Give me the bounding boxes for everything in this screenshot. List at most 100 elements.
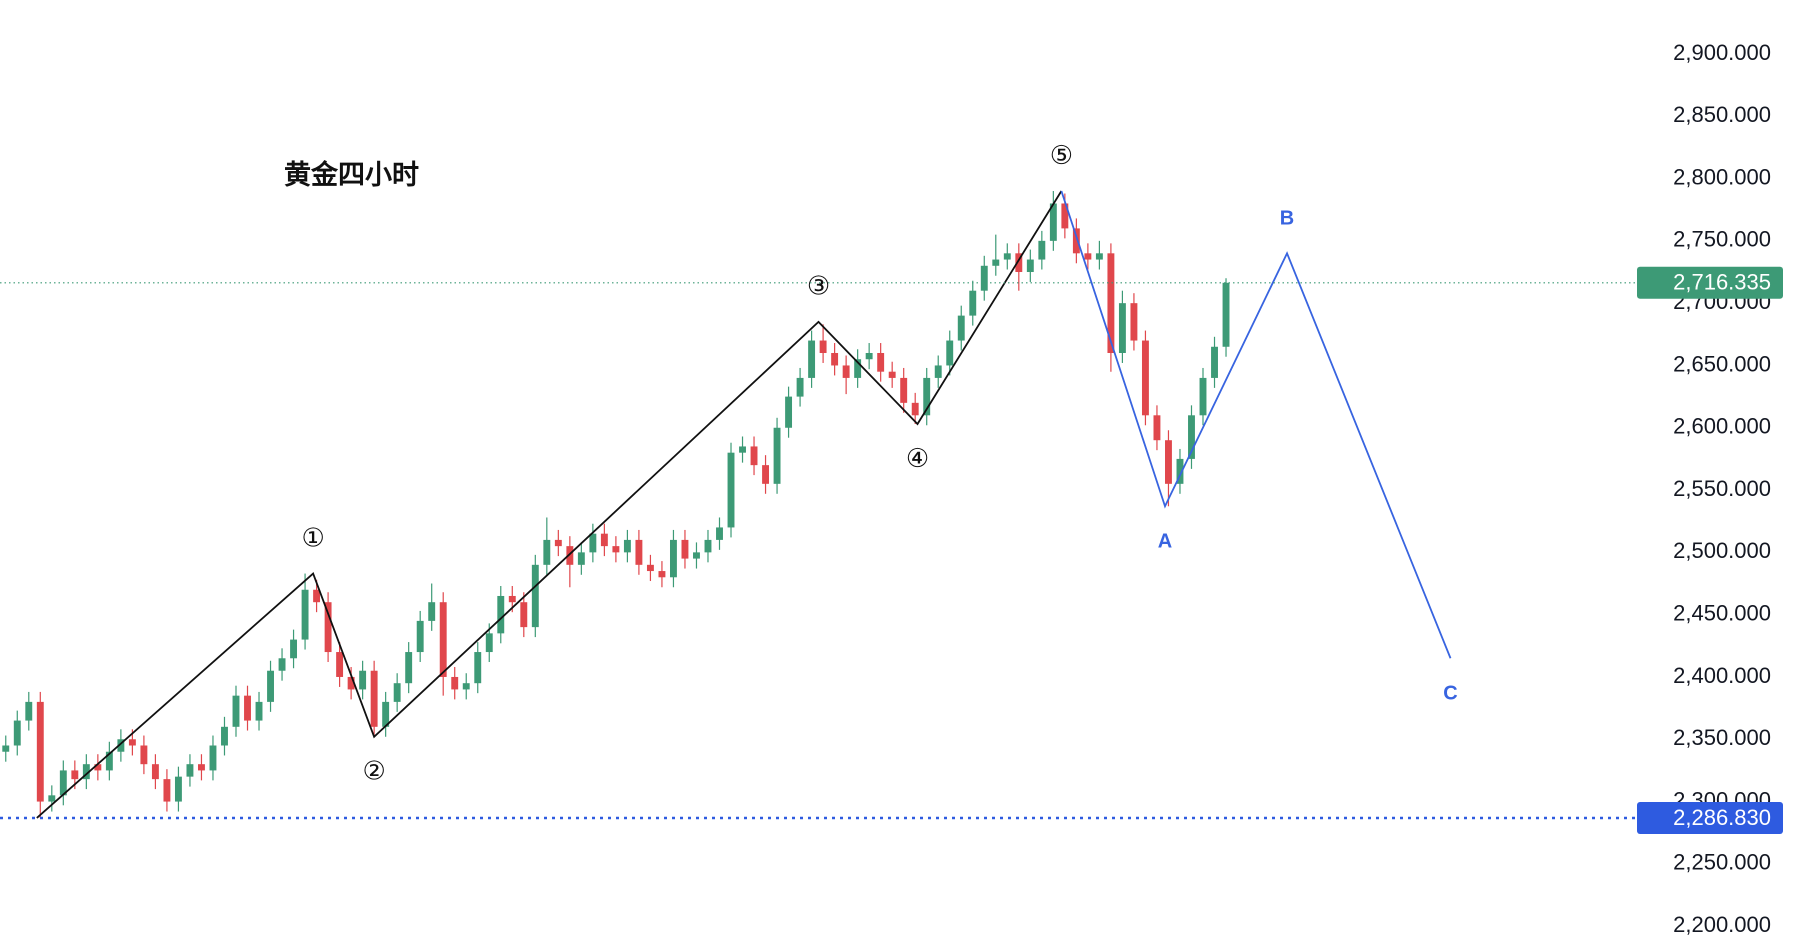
candle-body [566, 546, 574, 565]
y-tick-label: 2,800.000 [1673, 164, 1771, 189]
chart-title: 黄金四小时 [284, 159, 419, 190]
candle-body [347, 676, 355, 690]
candle-body [198, 764, 205, 771]
candle-body [969, 290, 977, 316]
candle-body [635, 539, 643, 565]
candle-body [1107, 253, 1115, 353]
candle-body [1049, 203, 1057, 241]
candle-body [278, 658, 286, 671]
candle-body [623, 539, 631, 553]
candle-body [1153, 415, 1161, 441]
wave-line [1060, 190, 1452, 659]
candle-body [819, 340, 827, 353]
candle-body [762, 465, 769, 484]
candle-body [1188, 415, 1195, 459]
candle-body [186, 764, 194, 777]
candle-body [290, 639, 298, 659]
candle-body [25, 701, 33, 721]
candle-body [209, 745, 217, 771]
candle-body [1061, 203, 1069, 229]
candle-body [439, 602, 447, 677]
candle-body [428, 602, 436, 621]
wave-label: ② [362, 756, 385, 786]
y-tick-label: 2,250.000 [1673, 850, 1771, 875]
candle-body [1095, 253, 1103, 260]
y-tick-label: 2,350.000 [1673, 725, 1771, 750]
candle-body [1199, 377, 1207, 416]
candle-body [934, 365, 942, 378]
candle-body [405, 652, 413, 684]
candle-body [577, 552, 585, 565]
candle-body [589, 533, 597, 553]
wave-label: B [1280, 208, 1294, 230]
candle-body [1084, 253, 1092, 260]
price-badge-label: 2,716.335 [1673, 270, 1771, 295]
candle-body [255, 701, 263, 721]
candle-body [1072, 228, 1080, 254]
candle-body [1211, 346, 1218, 378]
candle-body [693, 552, 700, 559]
y-tick-label: 2,600.000 [1673, 414, 1771, 439]
wave-label: ⑤ [1050, 140, 1073, 170]
candle-body [324, 602, 332, 653]
candle-body [301, 589, 309, 640]
candle-body [1003, 253, 1011, 260]
y-tick-label: 2,650.000 [1673, 351, 1771, 376]
candle-body [359, 670, 367, 690]
candle-body [221, 726, 228, 746]
candle-body [244, 695, 251, 721]
candle-body [462, 683, 470, 690]
price-badge [1637, 801, 1783, 834]
candle-body [336, 652, 344, 677]
price-badge [1637, 266, 1783, 299]
candle-body [117, 739, 125, 752]
y-tick-label: 2,900.000 [1673, 40, 1771, 65]
candle-body [370, 670, 378, 727]
candle-body [658, 571, 666, 578]
wave-line [36, 190, 1063, 819]
candle-body [1222, 282, 1230, 347]
candle-body [1026, 259, 1034, 273]
candle-body [773, 427, 781, 484]
candle-body [785, 396, 793, 428]
candle-body [151, 764, 159, 780]
candle-body [911, 402, 919, 416]
wave-label: ① [301, 522, 324, 552]
candle-body [669, 539, 677, 578]
y-tick-label: 2,400.000 [1673, 663, 1771, 688]
price-badge-label: 2,286.830 [1673, 805, 1771, 830]
candle-body [59, 770, 67, 796]
candle-body [681, 539, 689, 559]
candle-body [2, 745, 10, 752]
candle-body [1130, 303, 1138, 341]
candle-body [232, 695, 240, 727]
candle-body [140, 745, 148, 765]
candle-body [313, 589, 321, 603]
candle-body [485, 633, 493, 653]
candle-body [451, 676, 459, 690]
candle-body [854, 359, 862, 378]
wave-label: ③ [807, 271, 830, 301]
candle-body [94, 764, 102, 771]
candle-body [808, 340, 816, 378]
candle-body [831, 352, 839, 366]
candle-body [1015, 253, 1023, 273]
candle-body [163, 779, 171, 802]
y-tick-label: 2,550.000 [1673, 476, 1771, 501]
candle-body [267, 670, 274, 702]
candle-body [888, 371, 896, 378]
candle-body [71, 770, 79, 780]
candle-body [796, 377, 804, 397]
candle-body [543, 539, 551, 565]
candle-body [704, 539, 712, 553]
wave-label: C [1443, 683, 1457, 705]
candle-body [554, 539, 562, 547]
candle-body [923, 377, 931, 416]
candle-body [1176, 458, 1184, 484]
candle-body [48, 795, 56, 802]
candle-body [957, 315, 965, 341]
candle-body [474, 652, 482, 684]
candle-body [416, 620, 424, 653]
